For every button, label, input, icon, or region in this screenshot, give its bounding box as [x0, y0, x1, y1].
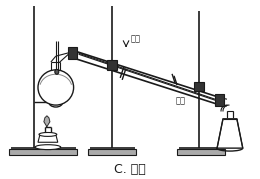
Ellipse shape	[55, 69, 59, 74]
FancyBboxPatch shape	[215, 94, 224, 106]
FancyBboxPatch shape	[107, 60, 117, 70]
Text: 出水: 出水	[176, 97, 185, 106]
Polygon shape	[44, 116, 50, 127]
Ellipse shape	[39, 132, 57, 136]
FancyBboxPatch shape	[68, 47, 77, 59]
FancyBboxPatch shape	[194, 82, 204, 91]
Text: C. 蒸馏: C. 蒸馏	[114, 163, 146, 176]
Bar	[9, 149, 77, 155]
Bar	[88, 149, 136, 155]
Text: 进水: 进水	[131, 34, 141, 43]
Polygon shape	[38, 134, 58, 142]
Bar	[178, 149, 225, 155]
Circle shape	[38, 70, 74, 105]
Polygon shape	[217, 119, 243, 148]
Ellipse shape	[35, 145, 61, 150]
